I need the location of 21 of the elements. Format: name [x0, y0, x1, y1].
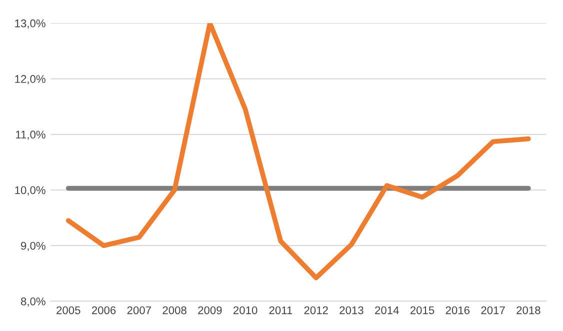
x-tick-label: 2015 — [410, 306, 434, 314]
x-tick-label: 2016 — [446, 306, 470, 314]
line-series — [66, 23, 531, 280]
x-tick-label: 2011 — [269, 306, 292, 314]
y-tick-label: 12,0% — [15, 75, 46, 84]
x-tick-label: 2013 — [340, 306, 364, 314]
x-tick-label: 2010 — [234, 306, 258, 314]
y-tick-label: 9,0% — [21, 242, 46, 252]
y-tick-label: 10,0% — [15, 186, 46, 196]
x-tick-label: 2009 — [198, 306, 222, 314]
x-tick-label: 2008 — [162, 306, 186, 314]
x-tick-label: 2005 — [56, 306, 80, 314]
x-tick-label: 2012 — [304, 306, 328, 314]
x-tick-label: 2006 — [92, 306, 116, 314]
x-tick-label: 2014 — [375, 306, 399, 314]
y-tick-label: 11,0% — [16, 130, 46, 140]
y-tick-label: 8,0% — [20, 297, 46, 307]
x-tick-label: 2017 — [481, 306, 505, 314]
x-tick-label: 2007 — [127, 306, 151, 314]
x-tick-label: 2018 — [516, 306, 540, 314]
y-tick-label: 13,0% — [15, 19, 46, 29]
